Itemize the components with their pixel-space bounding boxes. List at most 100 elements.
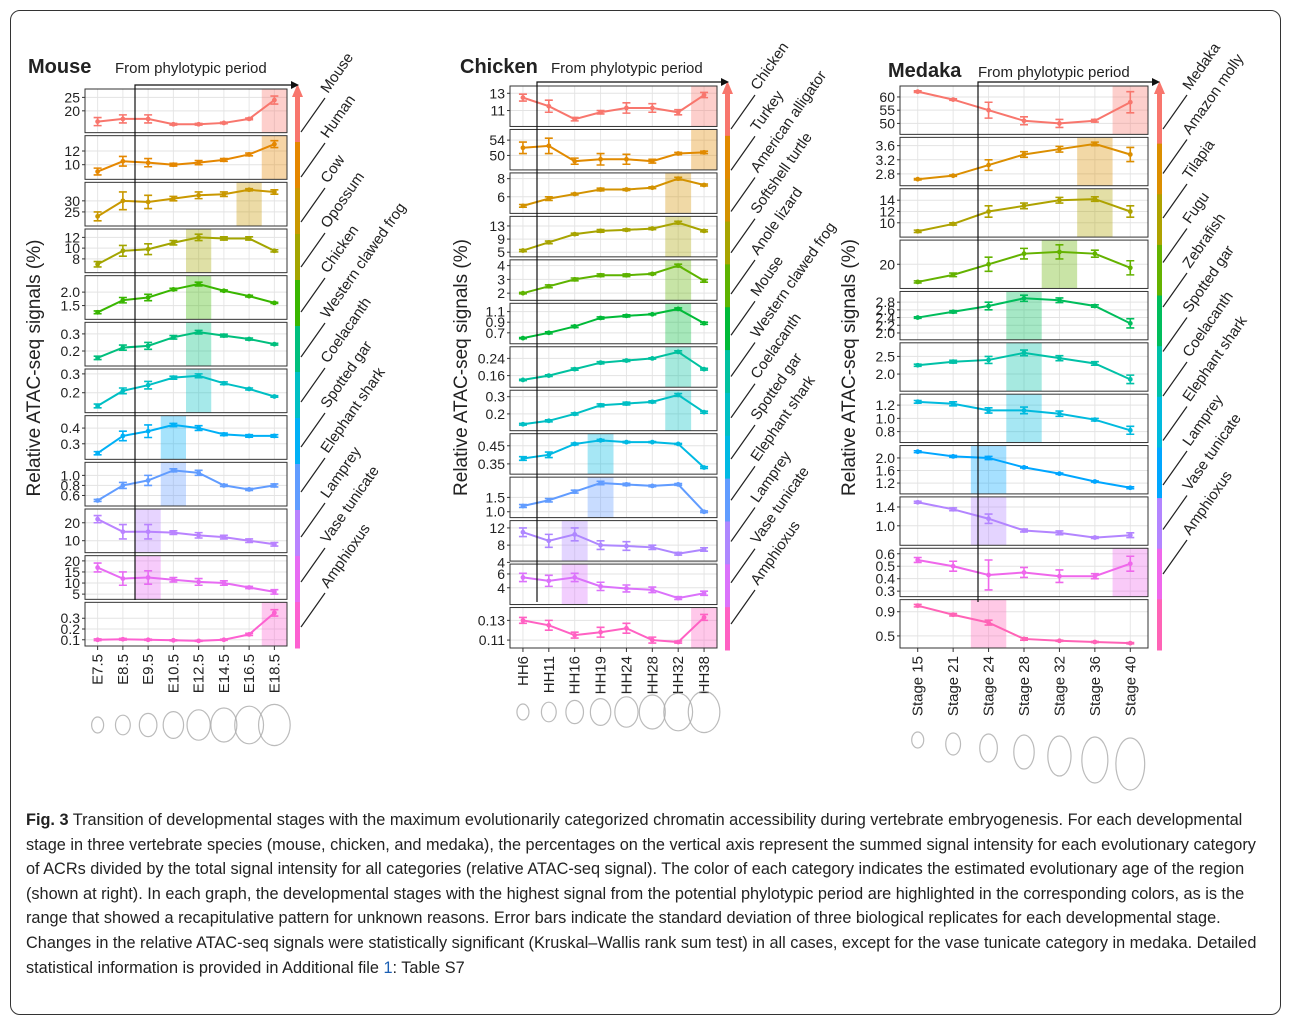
y-tick-label: 3 [497,271,505,287]
data-point [221,157,227,163]
age-color-bar [1157,447,1162,499]
panel-title: Medaka [888,60,962,82]
data-point [196,160,202,166]
data-point [120,345,126,350]
age-color-bar [295,96,300,143]
data-point [120,158,126,164]
series-line [522,439,705,469]
y-tick-label: 1.5 [61,298,81,314]
data-point [675,349,681,355]
data-point [1057,573,1062,579]
y-tick-label: 10 [64,240,80,256]
age-color-bar [725,307,730,351]
data-point [1021,350,1027,356]
data-point [1092,251,1098,257]
phylotypic-marker [536,81,723,602]
embryo-sketch [1013,734,1035,770]
data-point [1092,479,1098,484]
data-point [170,162,176,168]
data-point [572,276,578,282]
data-point [1057,638,1062,644]
data-point [95,498,101,503]
highlight-band [970,445,1007,494]
data-point [145,295,151,300]
data-point [624,227,629,233]
embryo-sketch [234,705,265,745]
caption-link[interactable]: 1 [383,958,393,977]
data-point [546,239,552,245]
legend-connector [1162,495,1188,530]
data-point [950,506,956,512]
subplot-frame [509,476,718,519]
data-point [915,399,921,405]
data-point [196,425,202,431]
y-tick-label: 1.1 [486,304,506,320]
data-point [1127,376,1133,382]
data-point [950,309,956,315]
panel-subtitle: From phylotypic period [978,64,1130,81]
panel-subtitle: From phylotypic period [115,60,267,77]
data-point [221,120,227,126]
data-point [572,441,578,447]
data-point [624,313,629,319]
embryo-sketch [911,731,925,749]
data-point [271,141,277,147]
embryo-sketch [565,699,585,725]
subplot-background [85,229,287,273]
y-tick-label: 13 [489,218,505,234]
subplot-frame [509,85,718,127]
data-point [145,529,151,535]
y-tick-label: 1.0 [876,410,896,426]
y-tick-label: 4 [497,554,505,570]
phylotypic-marker [134,84,293,600]
data-point [986,620,991,626]
data-point [271,589,277,595]
data-point [246,293,252,299]
data-point [572,531,578,537]
phylotypic-arrowhead [1152,78,1160,86]
y-tick-label: 0.3 [61,326,81,342]
subplot-background [85,555,287,600]
y-tick-label: 2.0 [876,450,896,466]
data-point [1021,295,1027,301]
data-point [95,403,101,409]
phylotypic-marker [977,81,1154,602]
x-tick-label: HH32 [670,656,687,694]
legend-label: Mouse [317,50,357,97]
data-point [675,151,681,156]
embryo-sketch [638,694,666,730]
y-tick-label: 0.3 [876,583,896,599]
data-point [986,516,991,522]
data-point [986,408,991,413]
data-point [120,116,126,122]
data-point [95,169,101,174]
age-color-bar [1157,599,1162,651]
data-point [170,375,176,381]
data-point [649,311,655,317]
subplot-frame [84,368,288,414]
y-tick-label: 12 [879,203,895,219]
y-tick-label: 2.4 [876,310,896,326]
y-tick-label: 20 [64,103,80,119]
embryo-sketch [516,703,530,721]
y-tick-label: 0.7 [486,325,506,341]
y-tick-label: 0.24 [478,350,505,366]
subplot-frame [899,188,1149,238]
data-point [95,516,101,522]
legend-connector [730,177,756,212]
data-point [170,121,176,127]
data-point [1021,251,1027,257]
data-point [520,95,526,101]
data-point [701,590,707,596]
caption: Fig. 3 Transition of developmental stage… [26,808,1271,980]
legend-connector [730,218,756,254]
series-line [97,188,275,218]
data-point [1127,99,1133,105]
data-point [598,272,603,278]
subplot-frame [509,389,718,432]
y-tick-label: 10 [879,215,895,231]
subplot-background [510,129,717,170]
subplot-frame [899,547,1149,598]
highlight-band [186,322,212,366]
data-point [649,185,655,191]
